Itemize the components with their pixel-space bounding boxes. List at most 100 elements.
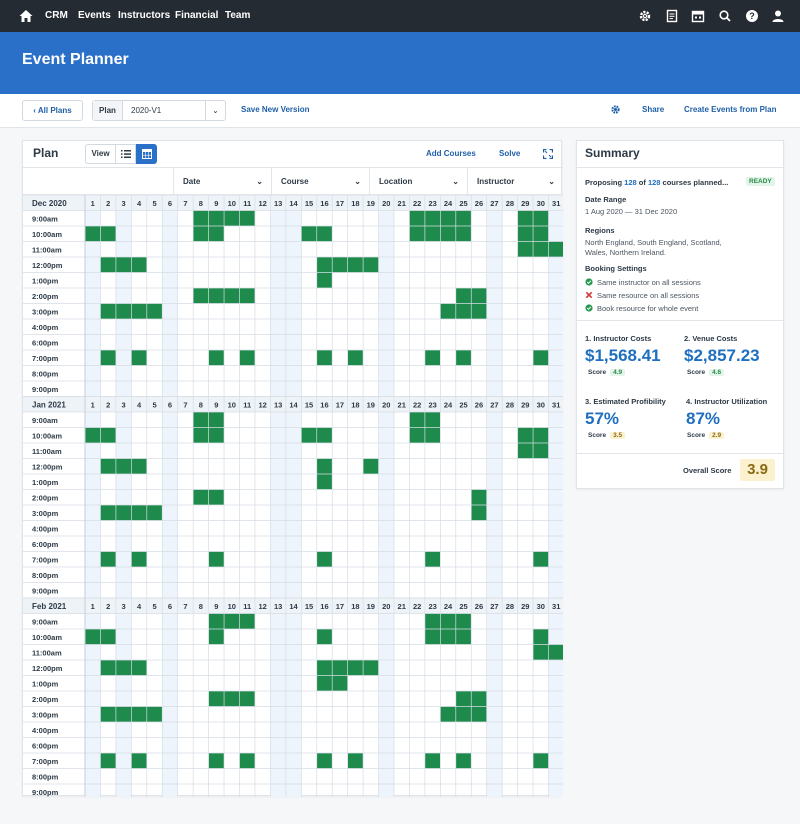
scheduled-session[interactable]	[471, 303, 487, 320]
scheduled-session[interactable]	[409, 226, 425, 242]
nav-events[interactable]: Events	[78, 10, 111, 21]
scheduled-session[interactable]	[455, 210, 472, 227]
expand-icon[interactable]	[543, 149, 553, 159]
scheduled-session[interactable]	[455, 691, 472, 707]
scheduled-session[interactable]	[146, 303, 163, 320]
scheduled-session[interactable]	[193, 412, 209, 428]
scheduled-session[interactable]	[517, 443, 534, 459]
scheduled-session[interactable]	[548, 644, 564, 661]
scheduled-session[interactable]	[347, 257, 364, 273]
scheduled-session[interactable]	[424, 412, 441, 428]
scheduled-session[interactable]	[208, 489, 225, 506]
plan-select[interactable]: Plan 2020-V1 ⌄	[92, 100, 226, 121]
scheduled-session[interactable]	[455, 706, 472, 723]
scheduled-session[interactable]	[131, 350, 147, 366]
add-courses-link[interactable]: Add Courses	[426, 149, 476, 158]
scheduled-session[interactable]	[239, 691, 255, 707]
scheduled-session[interactable]	[208, 226, 225, 242]
scheduled-session[interactable]	[100, 706, 116, 723]
scheduled-session[interactable]	[533, 427, 549, 444]
scheduled-session[interactable]	[115, 458, 132, 475]
scheduled-session[interactable]	[424, 226, 441, 242]
scheduled-session[interactable]	[224, 613, 240, 630]
scheduled-session[interactable]	[224, 288, 240, 304]
search-icon[interactable]	[717, 8, 733, 24]
scheduled-session[interactable]	[316, 474, 333, 490]
scheduled-session[interactable]	[316, 753, 333, 769]
scheduled-session[interactable]	[239, 613, 255, 630]
scheduled-session[interactable]	[471, 706, 487, 723]
scheduled-session[interactable]	[100, 257, 116, 273]
document-icon[interactable]	[664, 8, 680, 24]
scheduled-session[interactable]	[424, 350, 441, 366]
nav-financial[interactable]: Financial	[175, 10, 219, 21]
scheduled-session[interactable]	[239, 210, 255, 227]
scheduled-session[interactable]	[363, 660, 379, 676]
scheduled-session[interactable]	[424, 753, 441, 769]
scheduled-session[interactable]	[208, 629, 225, 645]
scheduled-session[interactable]	[208, 613, 225, 630]
scheduled-session[interactable]	[316, 350, 333, 366]
scheduled-session[interactable]	[533, 443, 549, 459]
scheduled-session[interactable]	[332, 257, 348, 273]
create-events-link[interactable]: Create Events from Plan	[684, 105, 777, 114]
scheduled-session[interactable]	[301, 226, 317, 242]
scheduled-session[interactable]	[131, 257, 147, 273]
scheduled-session[interactable]	[316, 226, 333, 242]
scheduled-session[interactable]	[100, 350, 116, 366]
scheduled-session[interactable]	[301, 427, 317, 444]
scheduled-session[interactable]	[193, 288, 209, 304]
settings-icon[interactable]	[610, 104, 621, 115]
scheduled-session[interactable]	[115, 257, 132, 273]
scheduled-session[interactable]	[131, 660, 147, 676]
scheduled-session[interactable]	[440, 303, 456, 320]
scheduled-session[interactable]	[115, 660, 132, 676]
scheduled-session[interactable]	[440, 706, 456, 723]
scheduled-session[interactable]	[239, 288, 255, 304]
scheduled-session[interactable]	[208, 753, 225, 769]
all-plans-button[interactable]: ‹ All Plans	[22, 100, 83, 121]
scheduled-session[interactable]	[131, 706, 147, 723]
scheduled-session[interactable]	[409, 412, 425, 428]
scheduled-session[interactable]	[471, 489, 487, 506]
scheduled-session[interactable]	[316, 427, 333, 444]
scheduled-session[interactable]	[533, 241, 549, 258]
scheduled-session[interactable]	[455, 350, 472, 366]
scheduled-session[interactable]	[239, 753, 255, 769]
scheduled-session[interactable]	[85, 629, 101, 645]
calendar-icon[interactable]	[690, 8, 706, 24]
scheduled-session[interactable]	[131, 458, 147, 475]
scheduled-session[interactable]	[316, 675, 333, 692]
scheduled-session[interactable]	[146, 706, 163, 723]
scheduled-session[interactable]	[316, 257, 333, 273]
scheduled-session[interactable]	[208, 551, 225, 568]
user-icon[interactable]	[770, 8, 786, 24]
scheduled-session[interactable]	[131, 551, 147, 568]
scheduled-session[interactable]	[100, 427, 116, 444]
scheduled-session[interactable]	[208, 412, 225, 428]
help-icon[interactable]: ?	[744, 8, 760, 24]
calendar-view-button[interactable]	[136, 144, 157, 164]
save-new-version-link[interactable]: Save New Version	[241, 105, 310, 114]
scheduled-session[interactable]	[85, 226, 101, 242]
scheduled-session[interactable]	[193, 210, 209, 227]
filter-instructor[interactable]: Instructor ⌄	[467, 168, 563, 195]
scheduled-session[interactable]	[440, 613, 456, 630]
scheduled-session[interactable]	[440, 210, 456, 227]
scheduled-session[interactable]	[409, 427, 425, 444]
scheduled-session[interactable]	[424, 551, 441, 568]
nav-crm[interactable]: CRM	[45, 10, 68, 21]
scheduled-session[interactable]	[208, 427, 225, 444]
scheduled-session[interactable]	[100, 458, 116, 475]
scheduled-session[interactable]	[533, 350, 549, 366]
scheduled-session[interactable]	[115, 706, 132, 723]
scheduled-session[interactable]	[208, 210, 225, 227]
share-link[interactable]: Share	[642, 105, 665, 114]
scheduled-session[interactable]	[131, 303, 147, 320]
gear-icon[interactable]	[637, 8, 653, 24]
scheduled-session[interactable]	[455, 288, 472, 304]
scheduled-session[interactable]	[533, 753, 549, 769]
scheduled-session[interactable]	[347, 660, 364, 676]
scheduled-session[interactable]	[471, 288, 487, 304]
filter-date[interactable]: Date ⌄	[173, 168, 271, 195]
